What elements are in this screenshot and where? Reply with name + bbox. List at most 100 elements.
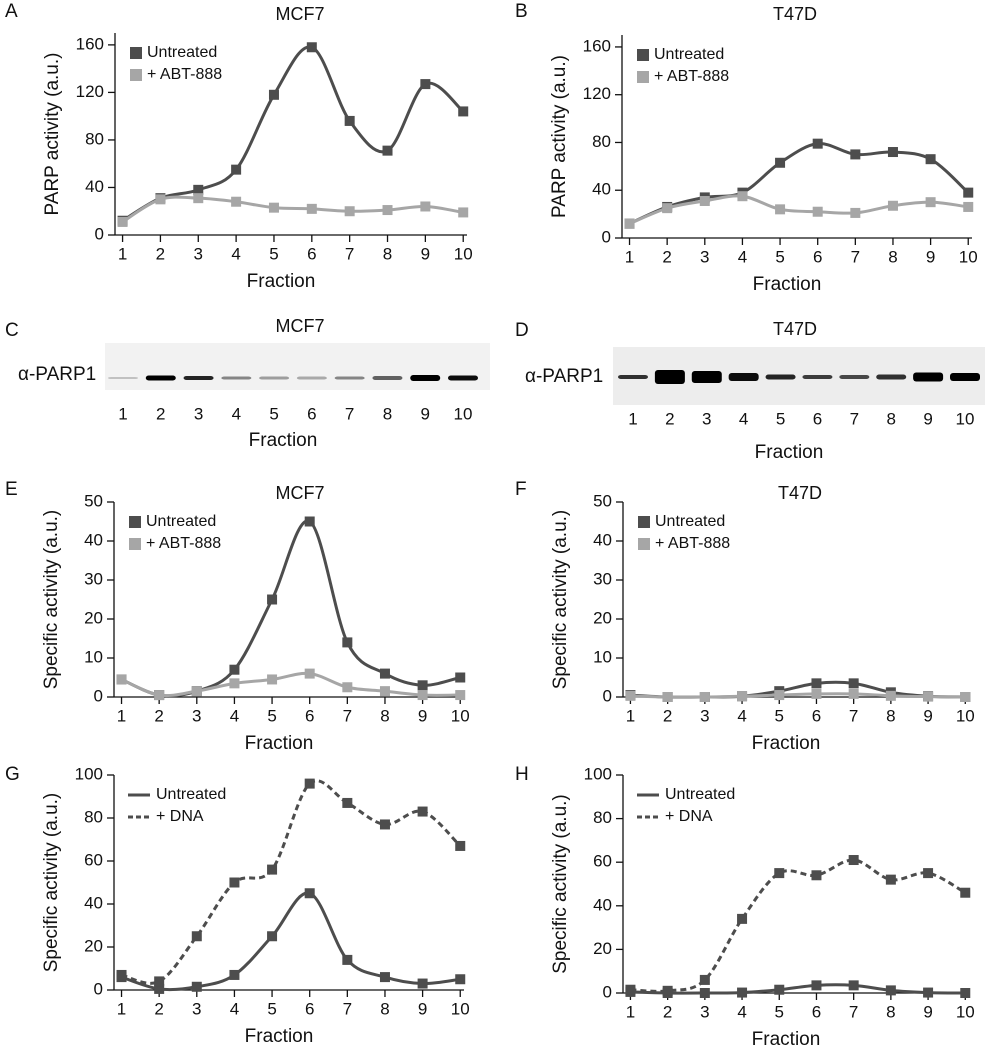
blot-band (183, 376, 214, 380)
x-axis-label: Fraction (245, 733, 314, 754)
data-point (191, 686, 202, 697)
data-point (379, 686, 390, 697)
data-point (737, 191, 748, 202)
blot-band (765, 374, 796, 380)
x-tick-label: 5 (267, 999, 276, 1018)
data-point (811, 870, 822, 881)
panel-1: B T47D 0 40 80 120 160 1 2 3 4 5 6 7 8 9 10 Fraction PARP … (515, 1, 978, 295)
y-tick-label: 0 (94, 979, 103, 998)
data-point (774, 690, 785, 701)
data-point (342, 637, 353, 648)
data-point (304, 516, 315, 527)
lane-label: 9 (420, 404, 429, 423)
y-tick-label: 20 (84, 936, 103, 955)
legend-label: + DNA (156, 808, 204, 825)
lane-label: 4 (739, 409, 748, 428)
blot-band (145, 375, 176, 381)
lane-label: 6 (307, 404, 316, 423)
data-point (342, 682, 353, 693)
chart-title: T47D (773, 4, 817, 24)
chart-title: MCF7 (276, 483, 325, 503)
data-point (811, 980, 822, 991)
panel-2: E MCF7 0 10 20 30 40 50 1 2 3 4 5 6 7 8 9 10 Fraction Speci… (5, 479, 470, 754)
data-point (193, 193, 204, 204)
data-point (306, 203, 317, 214)
data-point (342, 797, 353, 808)
data-point (699, 974, 710, 985)
x-tick-label: 2 (154, 999, 163, 1018)
data-point (885, 874, 896, 885)
data-point (885, 985, 896, 996)
x-tick-label: 8 (380, 706, 389, 725)
x-tick-label: 6 (812, 706, 821, 725)
y-tick-label: 30 (84, 569, 103, 588)
data-point (382, 145, 393, 156)
x-tick-label: 9 (421, 244, 430, 263)
panel-letter: B (515, 1, 528, 22)
y-tick-label: 0 (603, 982, 612, 1001)
lane-label: 3 (702, 409, 711, 428)
y-tick-label: 20 (593, 939, 612, 958)
blot-label: α-PARP1 (525, 366, 603, 387)
data-point (267, 674, 278, 685)
series-line (628, 142, 970, 226)
data-point (268, 202, 279, 213)
y-tick-label: 60 (593, 852, 612, 871)
y-tick-label: 0 (94, 686, 103, 705)
data-point (379, 668, 390, 679)
data-point (848, 678, 859, 689)
data-point (417, 690, 428, 701)
y-tick-label: 160 (583, 36, 611, 55)
lane-label: 2 (156, 404, 165, 423)
series-line (630, 858, 967, 993)
series-line (630, 692, 966, 699)
series-line (121, 45, 465, 223)
data-point (624, 218, 635, 229)
y-axis-label: Specific activity (a.u.) (550, 794, 571, 974)
data-point (848, 855, 859, 866)
x-tick-label: 8 (383, 244, 392, 263)
x-tick-label: 10 (956, 706, 975, 725)
panel-letter: D (515, 320, 529, 341)
x-tick-label: 4 (738, 247, 747, 266)
blot-panel: C MCF7 α-PARP1 1 2 3 4 5 6 7 8 9 10 Fraction (5, 316, 490, 451)
y-tick-label: 40 (84, 530, 103, 549)
x-tick-label: 7 (849, 1002, 858, 1021)
lane-label: 5 (269, 404, 278, 423)
series-line (121, 891, 461, 992)
data-point (342, 954, 353, 965)
blot-x-label: Fraction (755, 442, 824, 463)
data-point (811, 678, 822, 689)
legend-label: Untreated (665, 786, 735, 803)
data-point (662, 985, 673, 996)
data-point (455, 672, 466, 683)
x-axis-label: Fraction (753, 274, 822, 295)
x-tick-label: 10 (956, 1002, 975, 1021)
panel-letter: C (5, 320, 19, 341)
legend-label: Untreated (655, 513, 725, 530)
lane-label: 8 (383, 404, 392, 423)
y-tick-label: 80 (84, 807, 103, 826)
x-tick-label: 7 (343, 706, 352, 725)
legend-label: + ABT-888 (146, 535, 221, 552)
series-line (628, 194, 969, 226)
blot-band (221, 376, 252, 380)
legend-swatch (638, 516, 650, 528)
x-tick-label: 1 (118, 244, 127, 263)
y-tick-label: 120 (583, 84, 611, 103)
data-point (960, 988, 971, 998)
y-axis-label: Specific activity (a.u.) (41, 793, 62, 973)
panel-letter: G (5, 764, 20, 785)
lane-label: 10 (956, 409, 975, 428)
data-point (267, 864, 278, 875)
x-tick-label: 4 (230, 999, 239, 1018)
y-tick-label: 40 (592, 180, 611, 199)
y-tick-label: 80 (592, 132, 611, 151)
data-point (774, 984, 785, 995)
panel-5: H 0 20 40 60 80 100 1 2 3 4 5 6 7 8 9 10 Fraction Specific… (515, 764, 975, 1050)
panel-0: A MCF7 0 40 80 120 160 1 2 3 4 5 6 7 8 9 10 Fraction PARP … (5, 1, 473, 292)
blot-band (876, 374, 907, 380)
y-tick-label: 0 (95, 224, 104, 243)
lane-label: 7 (345, 404, 354, 423)
x-tick-label: 2 (663, 706, 672, 725)
